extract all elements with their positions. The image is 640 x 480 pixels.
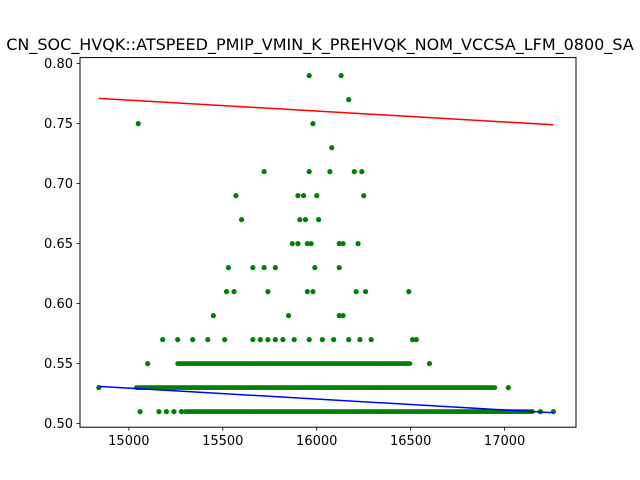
trend-line-1 [98, 385, 554, 414]
data-point-band-1 [492, 385, 498, 390]
data-point-31 [312, 265, 318, 271]
points-layer [96, 73, 557, 415]
data-point-34 [231, 289, 237, 295]
data-point-5 [329, 145, 335, 151]
y-axis: 0.50 0.55 0.60 0.65 0.70 0.75 0.80 [44, 57, 80, 432]
data-point-30 [272, 265, 278, 271]
data-point-46 [175, 337, 181, 343]
data-point-63 [413, 337, 419, 343]
data-point-39 [362, 289, 369, 295]
y-tick-label: 0.65 [44, 237, 73, 252]
data-point-54 [280, 337, 286, 343]
data-point-47 [190, 337, 196, 343]
y-tick-label: 0.70 [44, 177, 73, 192]
y-tick-label: 0.50 [44, 417, 73, 432]
data-point-37 [310, 289, 316, 295]
data-point-50 [250, 337, 256, 343]
data-point-64 [145, 361, 151, 367]
x-tick-label: 15500 [202, 434, 243, 449]
data-point-56 [306, 337, 312, 343]
data-point-53 [272, 337, 278, 343]
data-point-70 [163, 409, 170, 415]
data-point-25 [340, 241, 346, 247]
y-tick-label: 0.55 [44, 357, 73, 372]
data-point-57 [319, 337, 325, 343]
data-point-29 [261, 265, 267, 271]
data-point-13 [300, 193, 307, 199]
data-point-32 [336, 265, 342, 271]
data-point-41 [210, 313, 216, 319]
data-point-3 [135, 121, 141, 127]
data-point-11 [233, 193, 239, 199]
data-point-48 [205, 337, 211, 343]
data-point-67 [505, 385, 511, 391]
x-tick-label: 17000 [484, 434, 525, 449]
data-point-68 [137, 409, 143, 415]
data-point-62 [409, 337, 416, 343]
x-tick-label: 16500 [390, 434, 431, 449]
data-point-17 [297, 217, 303, 223]
data-point-38 [353, 289, 359, 295]
data-point-43 [336, 313, 342, 319]
data-point-26 [355, 241, 361, 247]
y-tick-label: 0.80 [44, 57, 73, 72]
data-point-21 [295, 241, 301, 247]
data-point-1 [338, 73, 344, 79]
data-point-20 [289, 241, 295, 247]
data-point-16 [238, 217, 245, 223]
data-point-44 [340, 313, 346, 319]
data-point-2 [346, 97, 352, 103]
x-tick-label: 16000 [296, 434, 337, 449]
data-point-35 [265, 289, 271, 295]
trend-line-0 [98, 97, 554, 126]
trend-lines-layer [98, 97, 554, 414]
data-point-45 [160, 337, 166, 343]
y-tick-label: 0.60 [44, 297, 73, 312]
data-point-12 [295, 193, 301, 199]
data-point-71 [171, 409, 177, 415]
data-point-18 [302, 217, 309, 223]
data-point-4 [310, 121, 316, 127]
data-point-69 [156, 409, 162, 415]
data-point-40 [406, 289, 412, 295]
data-point-9 [351, 169, 357, 175]
data-point-6 [261, 169, 267, 175]
data-point-19 [316, 217, 322, 223]
data-point-51 [257, 337, 263, 343]
x-axis: 15000 15500 16000 16500 17000 [108, 427, 525, 449]
y-tick-label: 0.75 [44, 117, 73, 132]
data-point-0 [306, 73, 312, 79]
data-point-22 [304, 241, 310, 247]
data-point-36 [304, 289, 310, 295]
data-point-band-0 [407, 361, 413, 366]
data-point-23 [308, 241, 314, 247]
plot-area-frame [79, 57, 577, 428]
data-point-7 [306, 169, 312, 175]
data-point-60 [357, 337, 363, 343]
data-point-55 [291, 337, 297, 343]
data-point-65 [426, 361, 433, 367]
data-point-49 [222, 337, 228, 343]
data-point-15 [361, 193, 367, 199]
data-point-33 [223, 289, 230, 295]
x-tick-label: 15000 [108, 434, 149, 449]
data-point-10 [359, 169, 365, 175]
data-point-61 [368, 337, 374, 343]
data-point-14 [314, 193, 320, 199]
data-point-72 [178, 409, 185, 415]
data-point-52 [265, 337, 271, 343]
data-point-24 [336, 241, 342, 247]
data-point-59 [346, 337, 352, 343]
data-point-42 [285, 313, 292, 319]
data-point-27 [225, 265, 232, 271]
data-point-8 [327, 169, 333, 175]
chart-title: CN_SOC_HVQK::ATSPEED_PMIP_VMIN_K_PREHVQK… [6, 35, 634, 55]
data-point-58 [331, 337, 337, 343]
data-point-28 [250, 265, 256, 271]
